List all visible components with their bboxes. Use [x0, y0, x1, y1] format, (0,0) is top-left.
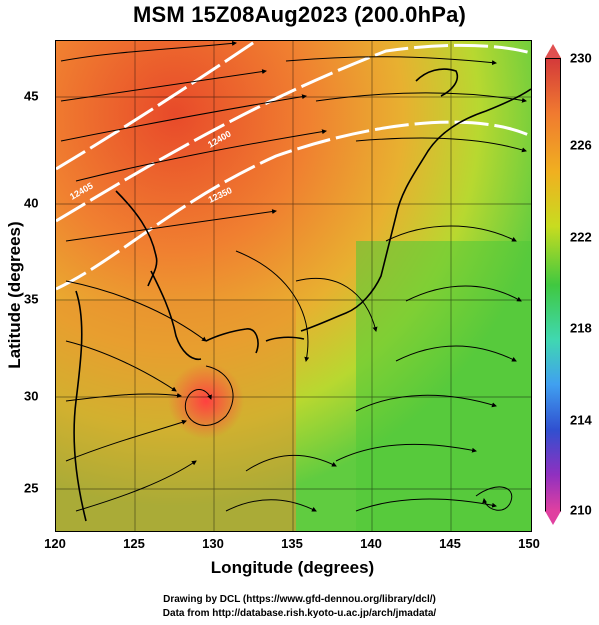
y-tick-label: 30: [24, 388, 39, 404]
x-tick-label: 135: [281, 536, 303, 551]
colorbar-max-arrow: [545, 44, 561, 58]
x-tick-label: 130: [202, 536, 224, 551]
x-tick-label: 150: [518, 536, 540, 551]
x-tick-label: 140: [360, 536, 382, 551]
colorbar-tick-label: 218: [570, 320, 592, 336]
x-tick-label: 125: [123, 536, 145, 551]
height-contours: [56, 41, 531, 291]
y-axis-label: Latitude (degrees): [5, 221, 24, 369]
typhoon-warm-core: [168, 363, 244, 439]
colorbar: [545, 58, 561, 512]
temperature-map: [56, 41, 531, 531]
cool-region: [356, 241, 531, 531]
colorbar-min-arrow: [545, 511, 561, 525]
colorbar-tick-label: 230: [570, 50, 592, 66]
colorbar-tick-label: 210: [570, 502, 592, 518]
map-plot-area: [55, 40, 532, 532]
contour-line: [56, 41, 257, 171]
colorbar-tick-label: 222: [570, 229, 592, 245]
grid-lines: [56, 41, 531, 531]
y-tick-label: 25: [24, 480, 39, 496]
colorbar-tick-label: 226: [570, 137, 592, 153]
y-tick-label: 40: [24, 195, 39, 211]
contour-line: [56, 120, 531, 291]
chart-title: MSM 15Z08Aug2023 (200.0hPa): [132, 2, 467, 27]
x-tick-label: 145: [439, 536, 461, 551]
streamlines: [60, 41, 527, 512]
credit-drawing: Drawing by DCL (https://www.gfd-dennou.o…: [163, 594, 436, 605]
colorbar-tick-label: 214: [570, 412, 592, 428]
credit-data: Data from http://database.rish.kyoto-u.a…: [162, 608, 437, 619]
coastlines: [73, 68, 531, 522]
y-tick-label: 35: [24, 291, 39, 307]
x-tick-label: 120: [44, 536, 66, 551]
x-axis-label: Longitude (degrees): [210, 558, 375, 577]
y-tick-label: 45: [24, 88, 39, 104]
contour-line: [56, 43, 531, 223]
